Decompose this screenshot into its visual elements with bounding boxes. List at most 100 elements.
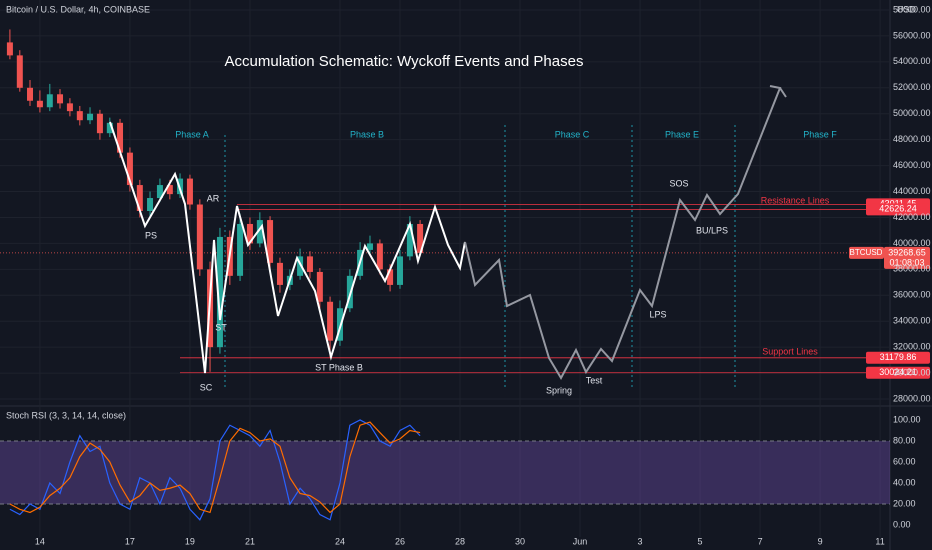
y-tick-label: 36000.00 bbox=[893, 290, 931, 300]
y-tick-label: 28000.00 bbox=[893, 393, 931, 403]
candle-body bbox=[87, 113, 94, 121]
price-label: 42626.24 bbox=[879, 204, 917, 214]
y-tick-label: 0.00 bbox=[893, 519, 911, 529]
y-tick-label: 42000.00 bbox=[893, 212, 931, 222]
candle-body bbox=[196, 204, 203, 270]
candle-body bbox=[366, 243, 373, 250]
y-tick-label: 38000.00 bbox=[893, 264, 931, 274]
candle-body bbox=[156, 185, 163, 199]
candle-body bbox=[216, 236, 223, 348]
event-label: Test bbox=[586, 375, 603, 385]
wyckoff-path bbox=[109, 121, 466, 374]
currency: USD bbox=[897, 4, 917, 14]
candle-body bbox=[376, 243, 383, 270]
candle-body bbox=[27, 87, 34, 101]
candle-body bbox=[256, 220, 263, 244]
current-box bbox=[884, 246, 930, 269]
candle-body bbox=[46, 94, 53, 108]
event-label: SOS bbox=[669, 178, 688, 188]
phase-label: Phase E bbox=[665, 129, 699, 139]
candle-body bbox=[246, 223, 253, 244]
event-label: AR bbox=[207, 193, 220, 203]
x-tick-label: Jun bbox=[573, 536, 588, 546]
x-tick-label: 21 bbox=[245, 536, 255, 546]
candle-body bbox=[237, 223, 244, 276]
candle-body bbox=[36, 100, 43, 108]
x-tick-label: 17 bbox=[125, 536, 135, 546]
chart-title: Accumulation Schematic: Wyckoff Events a… bbox=[225, 53, 584, 70]
resistance-label: Resistance Lines bbox=[761, 195, 830, 205]
y-tick-label: 40.00 bbox=[893, 477, 916, 487]
candle-body bbox=[96, 113, 103, 134]
phase-lines bbox=[224, 125, 736, 390]
candle-body bbox=[16, 55, 23, 88]
y-tick-label: 34000.00 bbox=[893, 316, 931, 326]
phase-label: Phase F bbox=[803, 129, 837, 139]
indicator-name: Stoch RSI (3, 3, 14, 14, close) bbox=[6, 410, 126, 420]
event-label: BU/LPS bbox=[696, 225, 728, 235]
candle-body bbox=[297, 256, 304, 276]
symbol: Bitcoin / U.S. Dollar, 4h, COINBASE bbox=[6, 4, 150, 14]
stoch-k-line bbox=[9, 419, 421, 521]
event-label: ST Phase B bbox=[315, 362, 363, 372]
candle-body bbox=[117, 122, 124, 153]
price-label-box bbox=[866, 203, 930, 216]
current-price: 39268.65 bbox=[888, 247, 926, 257]
stoch-band bbox=[0, 440, 890, 505]
y-tick-label: 46000.00 bbox=[893, 160, 931, 170]
event-label: Spring bbox=[546, 385, 572, 395]
y-tick-label: 48000.00 bbox=[893, 134, 931, 144]
phase-label: Phase A bbox=[175, 129, 209, 139]
candle-body bbox=[166, 185, 173, 195]
x-tick-label: 24 bbox=[335, 536, 345, 546]
x-tick-label: 11 bbox=[875, 536, 884, 546]
x-tick-label: 3 bbox=[638, 536, 643, 546]
y-tick-label: 52000.00 bbox=[893, 82, 931, 92]
candle-body bbox=[147, 198, 154, 211]
candle-body bbox=[327, 301, 334, 341]
countdown: 01:08:03 bbox=[889, 257, 924, 267]
candle-body bbox=[267, 220, 274, 263]
y-tick-label: 50000.00 bbox=[893, 108, 931, 118]
candle-body bbox=[406, 223, 413, 257]
event-label: ST bbox=[215, 322, 227, 332]
y-tick-label: 56000.00 bbox=[893, 30, 931, 40]
x-tick-label: 19 bbox=[185, 536, 195, 546]
price-label-box bbox=[866, 351, 930, 364]
y-tick-label: 32000.00 bbox=[893, 342, 931, 352]
candle-body bbox=[417, 223, 424, 253]
candle-body bbox=[106, 122, 113, 134]
y-tick-label: 100.00 bbox=[893, 414, 921, 424]
support-label: Support Lines bbox=[762, 346, 818, 356]
y-tick-label: 58000.00 bbox=[893, 4, 931, 14]
y-tick-label: 80.00 bbox=[893, 435, 916, 445]
price-label: 30024.21 bbox=[879, 367, 917, 377]
candle-body bbox=[396, 256, 403, 285]
symbol-box bbox=[849, 246, 884, 259]
candle-body bbox=[6, 42, 13, 56]
candle-body bbox=[276, 262, 283, 285]
candle-body bbox=[306, 256, 313, 272]
y-tick-label: 44000.00 bbox=[893, 186, 931, 196]
y-tick-label: 40000.00 bbox=[893, 238, 931, 248]
candle-body bbox=[57, 94, 64, 104]
grid bbox=[0, 0, 890, 537]
price-label: 31179.86 bbox=[880, 352, 917, 362]
phase-label: Phase B bbox=[350, 129, 384, 139]
y-tick-label: 54000.00 bbox=[893, 56, 931, 66]
candle-body bbox=[76, 111, 83, 121]
x-tick-label: 14 bbox=[35, 536, 45, 546]
candle-body bbox=[316, 271, 323, 302]
candle-body bbox=[66, 103, 73, 112]
x-tick-label: 28 bbox=[455, 536, 465, 546]
stoch-d-line bbox=[9, 421, 421, 514]
event-label: LPS bbox=[649, 309, 666, 319]
candle-body bbox=[186, 178, 193, 205]
x-tick-label: 26 bbox=[395, 536, 405, 546]
x-tick-label: 30 bbox=[515, 536, 525, 546]
candle-body bbox=[126, 152, 133, 186]
event-label: SC bbox=[200, 382, 213, 392]
x-tick-label: 9 bbox=[818, 536, 823, 546]
